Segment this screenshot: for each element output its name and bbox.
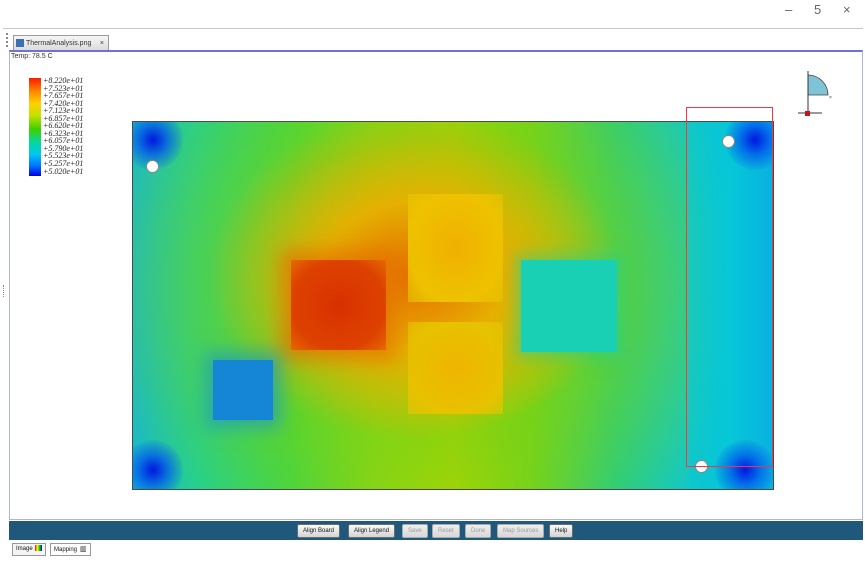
selection-rectangle[interactable]	[686, 107, 773, 467]
scale-label: +6.323e+01	[43, 128, 84, 138]
scale-label: +7.523e+01	[43, 83, 84, 93]
cold-spot-bottom-right	[715, 440, 773, 489]
tab-label: ThermalAnalysis.png	[26, 40, 92, 47]
scale-label: +6.857e+01	[43, 113, 84, 123]
align-board-button[interactable]: Align Board	[297, 524, 341, 538]
cool-region-right	[688, 122, 773, 489]
image-file-icon	[16, 39, 24, 48]
minimize-button[interactable]: –	[785, 2, 793, 17]
tab-mapping[interactable]: Mapping ▥	[50, 543, 91, 556]
scale-label: +7.657e+01	[43, 91, 84, 101]
save-button[interactable]: Save	[402, 524, 428, 538]
component-hot-red	[291, 260, 386, 350]
component-yellow-top	[408, 194, 503, 302]
tab-thermal-analysis[interactable]: ThermalAnalysis.png ×	[13, 35, 109, 50]
scale-label: +8.220e+01	[43, 76, 84, 85]
scale-label: +5.523e+01	[43, 151, 84, 161]
tabstrip-grip[interactable]	[6, 33, 10, 47]
scale-label: +5.020e+01	[43, 166, 84, 176]
color-scale-bar	[29, 78, 41, 176]
tab-image-label: Image	[16, 546, 33, 552]
window-title-bar: – 5 ×	[0, 0, 865, 28]
scale-label: +5.257e+01	[43, 159, 84, 169]
mount-marker[interactable]	[146, 160, 159, 173]
color-scale-labels: +8.220e+01 +7.523e+01 +7.657e+01 +7.420e…	[43, 77, 118, 175]
tab-mapping-label: Mapping	[54, 547, 78, 553]
thermal-map-icon	[34, 545, 42, 552]
svg-text:×: ×	[829, 95, 832, 101]
component-cyan	[521, 260, 617, 352]
cold-spot-bottom-left	[133, 440, 183, 489]
orientation-axis-icon[interactable]: ×	[796, 67, 836, 119]
scale-label: +6.057e+01	[43, 136, 84, 146]
scale-label: +5.790e+01	[43, 143, 84, 153]
tab-close-icon[interactable]: ×	[99, 40, 104, 47]
component-yellow-bottom	[408, 322, 503, 414]
action-toolbar: Align Board Align Legend Save Reset Done…	[9, 521, 863, 540]
map-sources-button[interactable]: Map Sources	[497, 524, 545, 538]
tab-image[interactable]: Image	[12, 543, 46, 556]
document-tab-strip: ThermalAnalysis.png ×	[3, 28, 863, 51]
splitter-handle[interactable]	[3, 285, 7, 297]
align-legend-button[interactable]: Align Legend	[348, 524, 396, 538]
reset-button[interactable]: Reset	[432, 524, 460, 538]
mapping-icon: ▥	[80, 546, 87, 553]
scale-label: +6.620e+01	[43, 121, 84, 131]
view-tab-strip: Image Mapping ▥	[9, 541, 863, 557]
help-button[interactable]: Help	[549, 524, 574, 538]
mount-marker[interactable]	[722, 135, 735, 148]
scale-label: +7.420e+01	[43, 98, 84, 108]
done-button[interactable]: Done	[465, 524, 492, 538]
restore-button[interactable]: 5	[814, 2, 822, 17]
thermal-board-image[interactable]	[132, 121, 774, 490]
temperature-readout: Temp: 78.5 C	[11, 53, 53, 60]
component-blue	[213, 360, 273, 420]
scale-label: +7.123e+01	[43, 106, 84, 116]
close-window-button[interactable]: ×	[843, 2, 851, 17]
